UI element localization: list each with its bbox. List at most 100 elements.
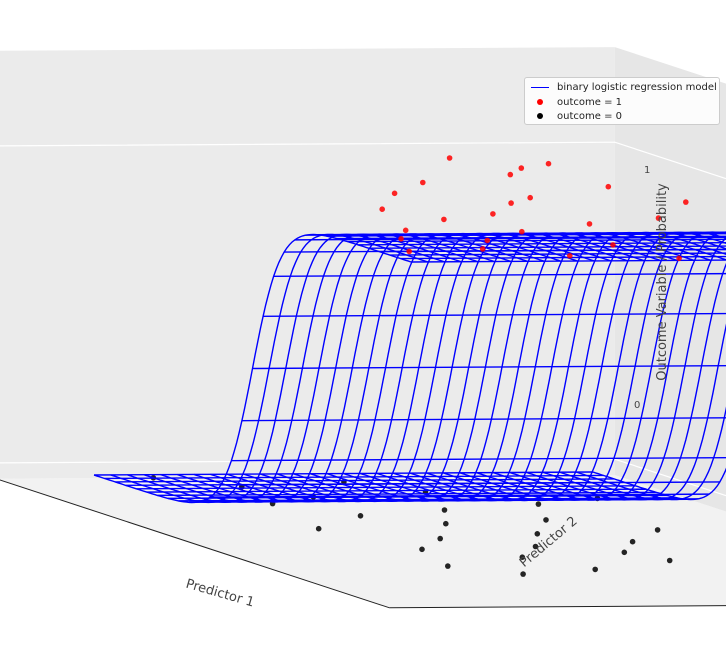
outcome-1-point-20 [567,253,573,259]
z-gridline [0,141,726,180]
outcome-0-point-21 [445,563,451,569]
surface-line-y [293,232,611,503]
surface-line-y [243,232,561,503]
surface-line-y [143,233,462,503]
surface-line-y [326,232,645,502]
legend-label-outcome-1: outcome = 1 [557,96,622,108]
outcome-1-point-22 [655,215,662,221]
surface-line-y [359,232,678,502]
outcome-1-point-4 [420,179,426,186]
legend-entry-outcome-1: outcome = 1 [531,95,622,109]
outcome-0-point-14 [437,535,444,542]
outcome-0-point-15 [629,538,636,545]
floor-pane [0,475,726,608]
axes-panes [0,47,726,608]
x-axis-title: Predictor 1 [184,577,256,611]
surface-line-y [542,262,726,501]
outcome-1-point-17 [610,242,616,248]
z-gridline [0,458,726,497]
surface-line-y [343,232,661,502]
outcome-1-point-12 [586,221,593,227]
surface-line-y [459,231,726,502]
outcome-0-point-17 [419,546,425,553]
outcome-0-point-19 [519,554,526,560]
outcome-1-point-2 [518,165,525,171]
outcome-1-point-23 [683,199,689,205]
outcome-1-point-0 [446,155,453,161]
surface-line-y [376,232,695,502]
outcome-0-point-13 [534,531,541,537]
legend-entry-outcome-0: outcome = 0 [531,109,622,123]
outcome-1-point-11 [441,216,447,223]
left-back-pane [0,47,615,479]
surface-line-y [260,232,578,503]
outcome-0-point-11 [315,525,322,532]
outcome-0-point-16 [532,543,539,550]
surface-line-y [526,237,726,501]
surface-line-y [110,233,428,504]
outcome-0-point-20 [666,557,673,564]
outcome-0-point-18 [621,549,628,556]
surface-line-y [176,233,495,503]
outcome-1-point-3 [507,171,514,178]
surface-line-y [476,231,726,501]
surface-line-y [160,233,478,503]
right-back-pane [614,47,726,512]
outcome-1-point-15 [398,236,404,242]
surface-line-y [393,231,711,502]
outcome-1-point-9 [379,206,386,212]
surface-line-y [492,231,726,501]
surface-line-y [93,233,412,504]
outcome-0-point-12 [654,527,661,533]
surface-line-y [226,232,545,503]
surface-line-y [443,231,726,502]
outcome-one-points [379,155,689,262]
outcome-0-point-22 [592,566,598,573]
surface-line-y [409,231,726,502]
z-tick-label-0: 0 [634,400,640,411]
outcome-1-point-7 [527,194,533,201]
legend-marker-black [537,113,543,119]
surface-line-y [193,233,512,503]
outcome-1-point-16 [484,237,491,244]
outcome-0-point-10 [443,520,449,527]
surface-line-y [276,232,595,503]
surface-line-y [426,231,726,502]
surface-line-y [210,233,528,503]
surface-line-y [127,233,445,504]
axes-gridlines [0,141,726,497]
outcome-1-point-13 [402,227,409,234]
surface-line-y [559,323,726,501]
outcome-1-point-14 [519,228,525,235]
outcome-1-point-21 [676,255,682,262]
z-axis-title: Outcome Variable / Probability [655,183,670,381]
surface-line-y [309,232,628,502]
outcome-0-point-23 [520,571,526,577]
legend-entry-model: binary logistic regression model [531,80,717,94]
z-tick-label-1: 1 [644,165,650,176]
outcome-1-point-5 [605,183,612,190]
x-axis-line [0,479,390,609]
outcome-1-point-24 [406,248,413,255]
outcome-0-point-8 [357,513,364,519]
surface-line-y [509,231,726,501]
legend-line-swatch [531,86,549,88]
outcome-1-point-10 [490,211,496,217]
surface-line-y [576,406,726,501]
legend-marker-red [537,99,543,105]
model-surface [93,231,726,504]
axes-lines [0,479,726,609]
outcome-1-point-8 [508,200,514,206]
legend-label-outcome-0: outcome = 0 [557,110,622,122]
chart-legend: binary logistic regression model outcome… [524,77,720,125]
outcome-1-point-6 [391,190,398,197]
outcome-0-point-6 [535,501,542,507]
surface-line-y [592,467,726,501]
y-axis-line [389,605,726,609]
outcome-1-point-18 [479,246,486,252]
outcome-0-point-9 [543,517,549,523]
outcome-0-point-7 [441,507,448,513]
outcome-1-point-1 [545,160,552,167]
legend-label-model: binary logistic regression model [557,81,717,93]
